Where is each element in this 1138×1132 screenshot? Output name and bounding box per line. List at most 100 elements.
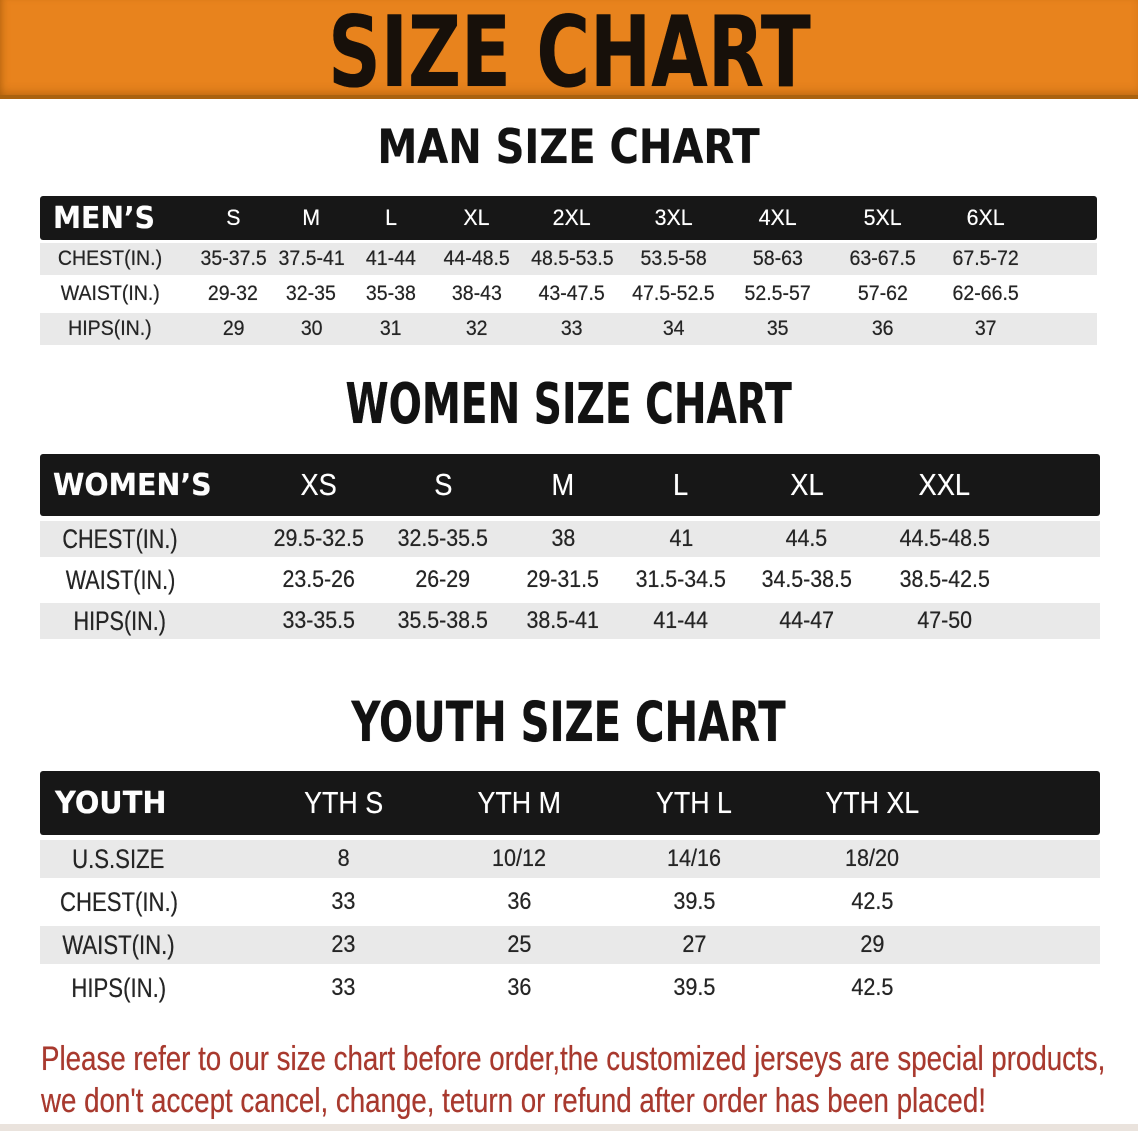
table-category-label: YOUTH — [40, 771, 255, 835]
size-value-cell: 23 — [255, 926, 433, 964]
size-header-row: MEN’S S M L XL 2XL 3XL 4XL 5XL 6XL — [40, 196, 1097, 240]
size-value-cell: 36 — [432, 883, 606, 921]
row-label-cell: WAIST(IN.) — [40, 562, 255, 598]
size-value-cell: 29-31.5 — [504, 562, 622, 598]
row-label-cell: CHEST(IN.) — [40, 883, 255, 921]
size-value-cell: 29 — [194, 313, 272, 345]
size-value-cell: 63-67.5 — [830, 243, 935, 275]
size-value-cell: 62-66.5 — [935, 278, 1097, 310]
size-column-header: YTH M — [432, 771, 606, 835]
size-column-header: YTH L — [606, 771, 782, 835]
footer-note-line2: we don't accept cancel, change, teturn o… — [41, 1082, 986, 1120]
size-column-header: XL — [740, 454, 873, 516]
footer-note-line1: Please refer to our size chart before or… — [41, 1040, 1106, 1078]
youth-section-title: YOUTH SIZE CHART — [351, 690, 787, 754]
measurement-row: WAIST(IN.) 29-32 32-35 35-38 38-43 43-47.5 47.… — [40, 278, 1097, 310]
size-value-cell: 57-62 — [830, 278, 935, 310]
size-value-cell: 41-44 — [621, 603, 741, 639]
row-label-cell: WAIST(IN.) — [40, 278, 195, 310]
size-value-cell: 39.5 — [606, 969, 782, 1007]
size-column-header: L — [621, 454, 741, 516]
size-value-cell: 32-35 — [272, 278, 351, 310]
measurement-row: CHEST(IN.) 33 36 39.5 42.5 — [40, 883, 1100, 921]
page-title: SIZE CHART — [327, 0, 811, 110]
size-value-cell: 30 — [272, 313, 351, 345]
row-label-cell: HIPS(IN.) — [40, 313, 195, 345]
size-value-cell: 39.5 — [606, 883, 782, 921]
measurement-row: WAIST(IN.) 23.5-26 26-29 29-31.5 31.5-34.5 34… — [40, 562, 1100, 598]
size-column-header: XXL — [872, 454, 1100, 516]
size-value-cell: 26-29 — [381, 562, 505, 598]
row-label-cell: WAIST(IN.) — [40, 926, 255, 964]
size-value-cell: 33 — [255, 969, 433, 1007]
size-value-cell: 33-35.5 — [255, 603, 382, 639]
size-value-cell: 36 — [830, 313, 935, 345]
measurement-row: U.S.SIZE 8 10/12 14/16 18/20 — [40, 840, 1100, 878]
size-value-cell: 38.5-42.5 — [872, 562, 1100, 598]
size-column-header: S — [381, 454, 505, 516]
size-value-cell: 10/12 — [432, 840, 606, 878]
size-value-cell: 29 — [782, 926, 1100, 964]
size-value-cell: 35-37.5 — [194, 243, 272, 275]
size-value-cell: 35-38 — [350, 278, 432, 310]
size-value-cell: 41 — [621, 521, 741, 557]
size-column-header: 6XL — [935, 196, 1097, 240]
size-value-cell: 8 — [255, 840, 433, 878]
row-label-cell: CHEST(IN.) — [40, 521, 255, 557]
size-value-cell: 47.5-52.5 — [622, 278, 725, 310]
size-value-cell: 29.5-32.5 — [255, 521, 382, 557]
size-value-cell: 32 — [431, 313, 522, 345]
size-column-header: M — [504, 454, 622, 516]
measurement-row: HIPS(IN.) 29 30 31 32 33 34 35 36 37 — [40, 313, 1097, 345]
measurement-row: HIPS(IN.) 33 36 39.5 42.5 — [40, 969, 1100, 1007]
size-column-header: 2XL — [522, 196, 622, 240]
measurement-row: HIPS(IN.) 33-35.5 35.5-38.5 38.5-41 41-44 44-… — [40, 603, 1100, 639]
size-column-header: M — [272, 196, 351, 240]
size-value-cell: 53.5-58 — [622, 243, 725, 275]
size-value-cell: 38-43 — [431, 278, 522, 310]
size-value-cell: 42.5 — [782, 969, 1100, 1007]
size-value-cell: 35 — [725, 313, 831, 345]
size-value-cell: 52.5-57 — [725, 278, 831, 310]
size-column-header: S — [194, 196, 272, 240]
row-label-cell: U.S.SIZE — [40, 840, 255, 878]
size-column-header: XL — [431, 196, 522, 240]
size-value-cell: 38.5-41 — [504, 603, 622, 639]
size-value-cell: 14/16 — [606, 840, 782, 878]
size-value-cell: 48.5-53.5 — [522, 243, 622, 275]
size-value-cell: 33 — [522, 313, 622, 345]
size-column-header: YTH S — [255, 771, 433, 835]
table-category-label: MEN’S — [40, 196, 195, 240]
row-label-cell: HIPS(IN.) — [40, 603, 255, 639]
size-value-cell: 36 — [432, 969, 606, 1007]
size-value-cell: 44-47 — [740, 603, 873, 639]
size-value-cell: 44.5 — [740, 521, 873, 557]
size-value-cell: 37 — [935, 313, 1097, 345]
size-value-cell: 37.5-41 — [272, 243, 351, 275]
size-header-row: YOUTH YTH S YTH M YTH L YTH XL — [40, 771, 1100, 835]
size-value-cell: 27 — [606, 926, 782, 964]
size-value-cell: 29-32 — [194, 278, 272, 310]
measurement-row: CHEST(IN.) 29.5-32.5 32.5-35.5 38 41 44.5 44.5… — [40, 521, 1100, 557]
men-section-title: MAN SIZE CHART — [377, 120, 761, 175]
size-value-cell: 44-48.5 — [431, 243, 522, 275]
row-label-cell: CHEST(IN.) — [40, 243, 195, 275]
size-value-cell: 41-44 — [350, 243, 432, 275]
size-column-header: XS — [255, 454, 382, 516]
women-section-title: WOMEN SIZE CHART — [345, 372, 793, 437]
size-value-cell: 44.5-48.5 — [872, 521, 1100, 557]
size-value-cell: 23.5-26 — [255, 562, 382, 598]
size-value-cell: 34.5-38.5 — [740, 562, 873, 598]
size-value-cell: 34 — [622, 313, 725, 345]
size-value-cell: 35.5-38.5 — [381, 603, 505, 639]
youth-size-table: YOUTH YTH S YTH M YTH L YTH XL U.S.SIZE 8 10/12… — [40, 766, 1100, 1012]
size-header-row: WOMEN’S XS S M L XL XXL — [40, 454, 1100, 516]
measurement-row: CHEST(IN.) 35-37.5 37.5-41 41-44 44-48.5 48.5… — [40, 243, 1097, 275]
banner: SIZE CHART — [0, 0, 1138, 110]
size-column-header: 3XL — [622, 196, 725, 240]
size-value-cell: 58-63 — [725, 243, 831, 275]
size-value-cell: 32.5-35.5 — [381, 521, 505, 557]
measurement-row: WAIST(IN.) 23 25 27 29 — [40, 926, 1100, 964]
size-column-header: YTH XL — [782, 771, 1100, 835]
